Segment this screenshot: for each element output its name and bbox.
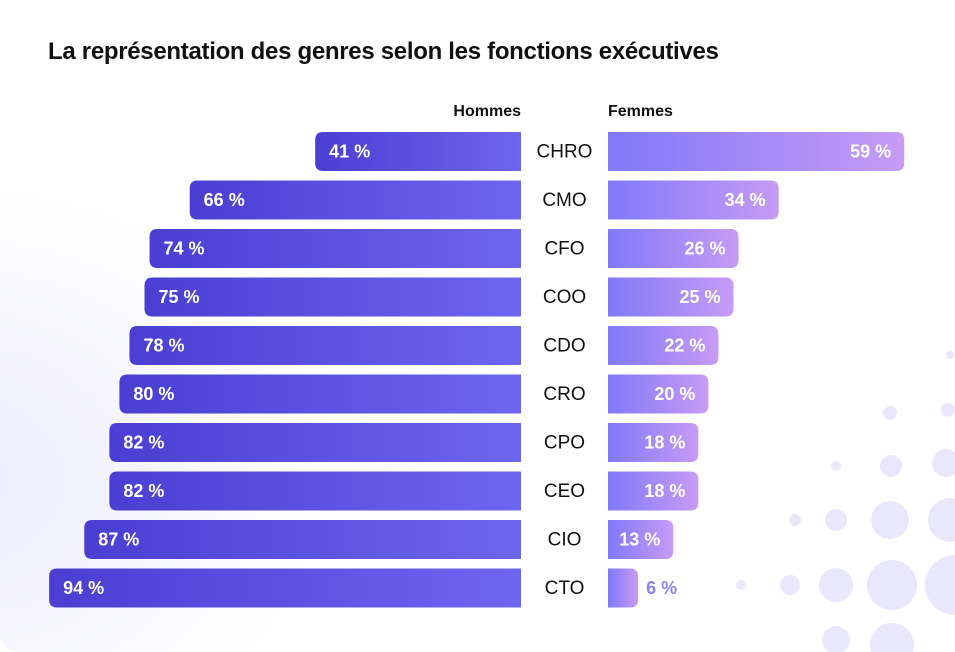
bar-femmes-cfo [608, 229, 739, 268]
category-coo: COO [543, 287, 586, 308]
bar-femmes-cmo [608, 180, 779, 220]
label-femmes-cio: 13 % [619, 530, 660, 550]
label-hommes-cfo: 74 % [164, 239, 205, 259]
category-cfo: CFO [544, 239, 584, 260]
label-femmes-cro: 20 % [654, 384, 695, 404]
category-ceo: CEO [544, 481, 585, 502]
bar-hommes-cdo [129, 326, 521, 365]
bar-femmes-chro [608, 132, 905, 171]
bar-femmes-cpo [608, 423, 699, 462]
category-cmo: CMO [542, 190, 586, 211]
label-hommes-coo: 75 % [159, 287, 200, 307]
label-hommes-cdo: 78 % [143, 336, 184, 356]
category-cto: CTO [545, 578, 585, 599]
label-hommes-ceo: 82 % [123, 481, 164, 501]
label-hommes-chro: 41 % [329, 142, 370, 162]
category-chro: CHRO [537, 142, 593, 163]
label-femmes-ceo: 18 % [644, 481, 685, 501]
bar-hommes-coo [144, 277, 521, 317]
bar-hommes-cto [49, 568, 522, 608]
bar-hommes-cro [119, 374, 522, 414]
bar-femmes-cro [608, 374, 709, 414]
legend-hommes: Hommes [453, 103, 521, 120]
bar-femmes-cdo [608, 326, 719, 365]
bar-hommes-chro [315, 132, 521, 171]
bar-hommes-cmo [189, 180, 521, 220]
label-hommes-cmo: 66 % [204, 190, 245, 210]
legend-femmes: Femmes [608, 103, 673, 120]
category-cro: CRO [543, 384, 585, 405]
label-hommes-cto: 94 % [63, 578, 104, 598]
bar-hommes-cpo [109, 423, 522, 462]
bar-hommes-ceo [109, 471, 522, 511]
category-cdo: CDO [543, 336, 585, 357]
label-hommes-cio: 87 % [98, 530, 139, 550]
category-cpo: CPO [544, 433, 585, 454]
bar-femmes-ceo [608, 471, 699, 511]
label-femmes-cto: 6 % [646, 578, 677, 598]
bar-hommes-cfo [149, 229, 521, 268]
label-femmes-cmo: 34 % [725, 190, 766, 210]
label-femmes-cpo: 18 % [644, 433, 685, 453]
bar-hommes-cio [84, 520, 521, 559]
label-hommes-cpo: 82 % [123, 433, 164, 453]
bar-femmes-coo [608, 277, 734, 317]
label-femmes-coo: 25 % [679, 287, 720, 307]
label-femmes-chro: 59 % [850, 142, 891, 162]
label-hommes-cro: 80 % [133, 384, 174, 404]
bar-femmes-cio [608, 520, 674, 559]
label-femmes-cdo: 22 % [664, 336, 705, 356]
label-femmes-cfo: 26 % [684, 239, 725, 259]
category-cio: CIO [548, 530, 582, 551]
chart-title: La représentation des genres selon les f… [48, 38, 719, 65]
bar-femmes-cto [608, 568, 639, 608]
